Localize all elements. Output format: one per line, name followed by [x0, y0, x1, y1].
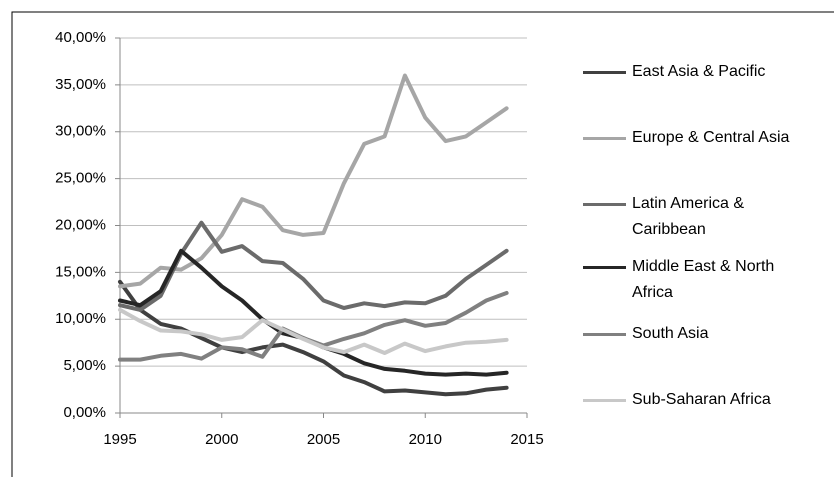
legend-label: Sub-Saharan Africa	[632, 391, 771, 408]
legend-item: Europe & Central Asia	[583, 125, 823, 151]
legend-label: Latin America & Caribbean	[632, 195, 745, 238]
y-tick-label: 10,00%	[55, 310, 106, 327]
series-line	[118, 73, 509, 289]
x-tick-label: 2005	[307, 431, 340, 448]
legend-swatch	[583, 398, 626, 402]
x-tick-label: 1995	[103, 431, 136, 448]
y-tick-label: 25,00%	[55, 170, 106, 187]
legend-swatch	[583, 70, 626, 74]
series-line	[118, 307, 509, 355]
y-tick-label: 0,00%	[63, 404, 106, 421]
series-line	[118, 279, 509, 397]
legend-swatch	[583, 332, 626, 336]
legend-item: East Asia & Pacific	[583, 59, 823, 85]
x-tick-label: 2010	[409, 431, 442, 448]
y-tick-label: 20,00%	[55, 216, 106, 233]
frame	[11, 11, 834, 477]
y-tick-label: 35,00%	[55, 76, 106, 93]
legend-item: Middle East & North Africa	[583, 254, 823, 306]
y-tick-label: 15,00%	[55, 263, 106, 280]
legend-label: Europe & Central Asia	[632, 129, 790, 146]
legend-item: Latin America & Caribbean	[583, 191, 823, 243]
y-tick-label: 30,00%	[55, 123, 106, 140]
x-tick-label: 2015	[510, 431, 543, 448]
legend-swatch	[583, 202, 626, 206]
series-line	[118, 220, 509, 312]
legend-label: South Asia	[632, 325, 709, 342]
y-tick-label: 40,00%	[55, 29, 106, 46]
y-tick-label: 5,00%	[63, 357, 106, 374]
legend-swatch	[583, 136, 626, 140]
legend-swatch	[583, 265, 626, 269]
x-tick-label: 2000	[205, 431, 238, 448]
legend-label: Middle East & North Africa	[632, 258, 775, 301]
legend-label: East Asia & Pacific	[632, 63, 766, 80]
legend-item: South Asia	[583, 321, 823, 347]
legend-item: Sub-Saharan Africa	[583, 387, 823, 413]
